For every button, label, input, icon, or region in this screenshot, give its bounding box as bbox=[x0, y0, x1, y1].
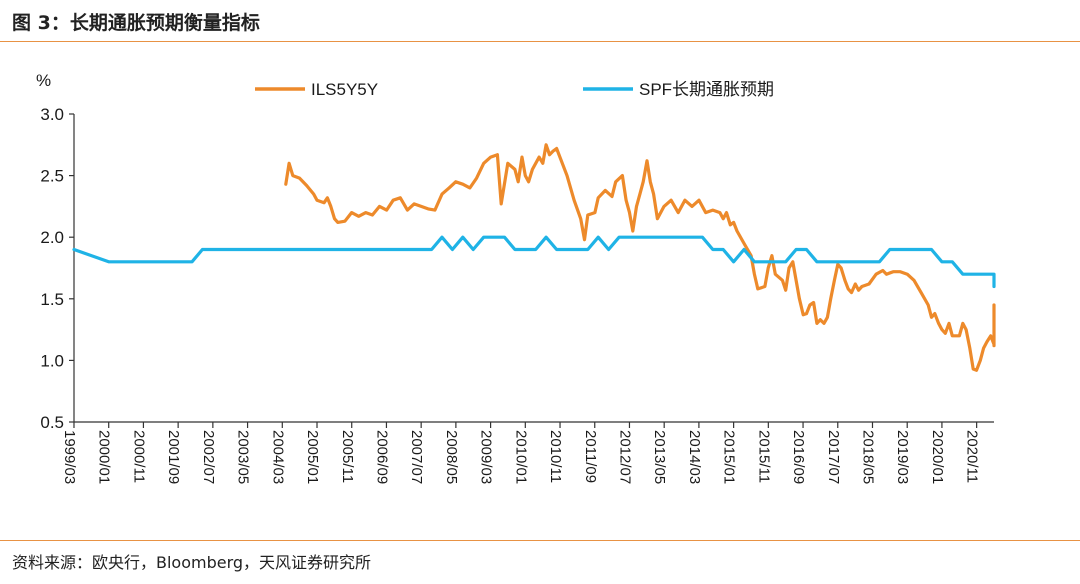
y-tick-label: 3.0 bbox=[40, 105, 64, 124]
x-tick-label: 2009/03 bbox=[478, 430, 495, 484]
x-tick-label: 2020/11 bbox=[964, 430, 981, 483]
x-tick-label: 2017/07 bbox=[825, 430, 842, 484]
x-tick-label: 2002/07 bbox=[200, 430, 217, 484]
x-tick-label: 2016/09 bbox=[790, 430, 807, 484]
x-tick-label: 2013/05 bbox=[651, 430, 668, 484]
x-tick-label: 2018/05 bbox=[860, 430, 877, 484]
x-tick-label: 2011/09 bbox=[582, 430, 599, 483]
line-chart: % ILS5Y5Y SPF长期通胀预期 0.5 1.0 1.5 2.0 2.5 3.0 19… bbox=[36, 71, 996, 484]
x-tick-label: 2005/01 bbox=[304, 430, 321, 484]
x-tick-label: 2000/01 bbox=[96, 430, 113, 484]
y-axis: 0.5 1.0 1.5 2.0 2.5 3.0 bbox=[40, 105, 75, 432]
x-tick-label: 2020/01 bbox=[929, 430, 946, 484]
y-axis-unit-label: % bbox=[36, 71, 51, 90]
x-tick-label: 2019/03 bbox=[894, 430, 911, 484]
legend: ILS5Y5Y SPF长期通胀预期 bbox=[255, 80, 774, 99]
x-tick-label: 1999/03 bbox=[61, 430, 78, 484]
y-tick-label: 0.5 bbox=[40, 413, 64, 432]
x-tick-label: 2004/03 bbox=[269, 430, 286, 484]
x-tick-label: 2014/03 bbox=[686, 430, 703, 484]
x-tick-label: 2003/05 bbox=[235, 430, 252, 484]
series-line-spf bbox=[72, 235, 996, 289]
x-tick-label: 2006/09 bbox=[373, 430, 390, 484]
x-tick-label: 2010/01 bbox=[512, 430, 529, 484]
x-tick-label: 2015/01 bbox=[721, 430, 738, 484]
y-tick-label: 1.0 bbox=[40, 351, 64, 370]
source-note: 资料来源：欧央行，Bloomberg，天风证券研究所 bbox=[12, 553, 372, 572]
x-axis: 1999/03 2000/01 2000/11 2001/09 2002/07 2003/… bbox=[61, 421, 994, 484]
y-tick-label: 2.5 bbox=[40, 167, 64, 186]
y-tick-label: 1.5 bbox=[40, 290, 64, 309]
bottom-rule bbox=[0, 540, 1080, 541]
series-group bbox=[72, 143, 996, 372]
x-tick-label: 2010/11 bbox=[547, 430, 564, 483]
top-rule bbox=[0, 41, 1080, 42]
x-tick-label: 2007/07 bbox=[408, 430, 425, 484]
series-line-ils5y5y bbox=[284, 143, 996, 372]
legend-label: SPF长期通胀预期 bbox=[639, 80, 774, 99]
x-tick-label: 2012/07 bbox=[616, 430, 633, 484]
figure-title: 图 3：长期通胀预期衡量指标 bbox=[12, 12, 260, 34]
legend-label: ILS5Y5Y bbox=[311, 80, 378, 99]
y-tick-label: 2.0 bbox=[40, 228, 64, 247]
x-tick-label: 2015/11 bbox=[755, 430, 772, 483]
x-tick-label: 2008/05 bbox=[443, 430, 460, 484]
x-tick-label: 2005/11 bbox=[339, 430, 356, 483]
x-tick-label: 2001/09 bbox=[165, 430, 182, 484]
x-tick-label: 2000/11 bbox=[130, 430, 147, 483]
